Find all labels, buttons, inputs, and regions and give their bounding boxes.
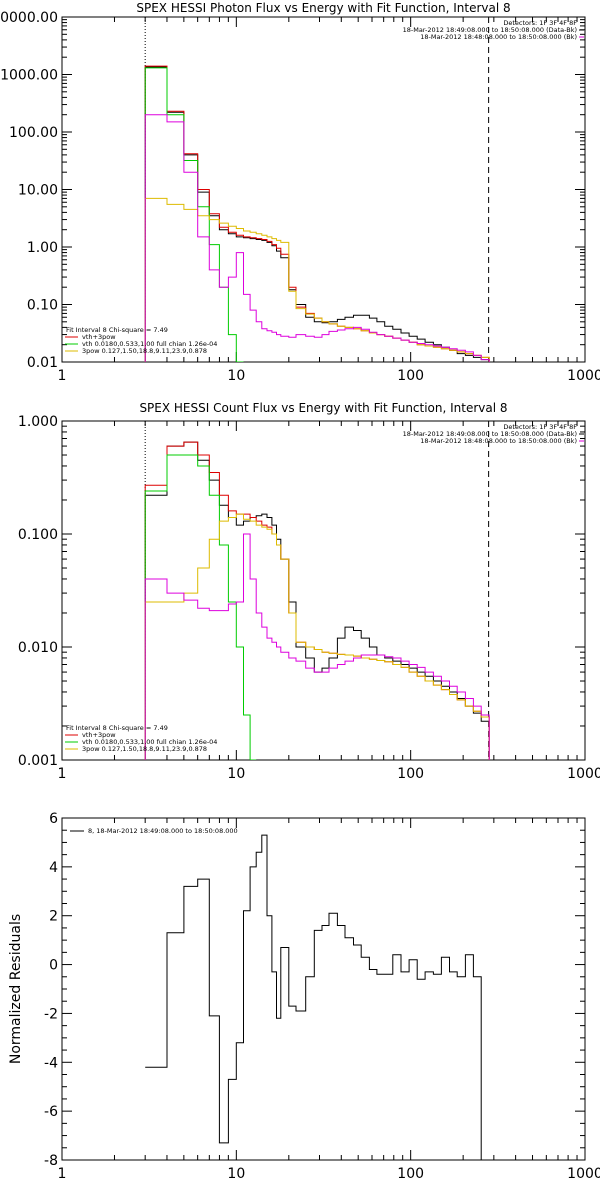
y-tick-label: 6 xyxy=(49,811,58,827)
y-tick-label: -6 xyxy=(44,1104,58,1120)
fit-summary: Fit Interval 8 Chi-square = 7.49 xyxy=(66,326,168,334)
fit-legend-label: vth 0.0180,0.533,1.00 full chian 1.26e-0… xyxy=(82,738,217,746)
photon-flux-panel: SPEX HESSI Photon Flux vs Energy with Fi… xyxy=(0,1,600,384)
x-tick-label: 10 xyxy=(227,368,245,384)
residual-legend-label: 8, 18-Mar-2012 18:49:08.000 to 18:50:08.… xyxy=(88,827,238,835)
series-bk-line xyxy=(144,114,490,362)
fit-legend-label: 3pow 0.127,1.50,18.8,9.11,23.9,0.878 xyxy=(82,347,207,355)
fit-summary: Fit Interval 8 Chi-square = 7.49 xyxy=(66,724,168,732)
x-tick-label: 100 xyxy=(397,766,424,782)
x-tick-label: 10 xyxy=(227,1166,245,1182)
series-vth-line xyxy=(144,454,257,760)
fit-legend-label: vth+3pow xyxy=(82,731,116,739)
y-tick-label: 1.000 xyxy=(18,414,58,430)
y-tick-label: 0.01 xyxy=(27,355,58,371)
chart-title: SPEX HESSI Count Flux vs Energy with Fit… xyxy=(139,401,507,415)
fit-legend-label: vth 0.0180,0.533,1.00 full chian 1.26e-0… xyxy=(82,340,217,348)
y-tick-label: 1.00 xyxy=(27,240,58,256)
series-bk-line xyxy=(144,533,490,760)
fit-legend-label: 3pow 0.127,1.50,18.8,9.11,23.9,0.878 xyxy=(82,745,207,753)
y-tick-label: 0.100 xyxy=(18,527,58,543)
x-tick-label: 1 xyxy=(58,766,67,782)
info-line: Detectors: 1F 3F 4F 8F xyxy=(503,19,577,27)
series-data-bk-line xyxy=(144,441,490,760)
series-3pow-line xyxy=(144,197,490,362)
info-line: 18-Mar-2012 18:49:08.000 to 18:50:08.000… xyxy=(403,26,577,34)
x-tick-label: 1000 xyxy=(567,368,600,384)
y-tick-label: 0.010 xyxy=(18,640,58,656)
series-3pow-line xyxy=(144,513,490,760)
x-tick-label: 100 xyxy=(397,1166,424,1182)
x-tick-label: 1 xyxy=(58,1166,67,1182)
y-tick-label: -4 xyxy=(44,1055,58,1071)
plot-frame xyxy=(61,817,586,1161)
fit-legend-label: vth+3pow xyxy=(82,333,116,341)
y-tick-label: 1000.00 xyxy=(0,68,58,84)
x-tick-label: 1 xyxy=(58,368,67,384)
x-tick-label: 1000 xyxy=(567,766,600,782)
y-tick-label: 0.001 xyxy=(18,753,58,769)
info-line: 18-Mar-2012 18:49:08.000 to 18:50:08.000… xyxy=(403,430,577,438)
y-tick-label: 10.00 xyxy=(18,183,58,199)
y-tick-label: 0 xyxy=(49,958,58,974)
y-tick-label: 2 xyxy=(49,909,58,925)
x-tick-label: 100 xyxy=(397,368,424,384)
series-vth-line xyxy=(144,67,244,362)
info-line: Detectors: 1F 3F 4F 8F xyxy=(503,423,577,431)
x-tick-label: 1000 xyxy=(567,1166,600,1182)
y-tick-label: 100.00 xyxy=(9,125,58,141)
y-tick-label: -8 xyxy=(44,1153,58,1169)
series-data-bk-line xyxy=(144,66,490,362)
plot-frame xyxy=(61,16,586,363)
info-line: 18-Mar-2012 18:48:08.000 to 18:50:08.000… xyxy=(420,33,577,41)
x-tick-label: 10 xyxy=(227,766,245,782)
count-flux-panel: SPEX HESSI Count Flux vs Energy with Fit… xyxy=(18,401,600,782)
y-tick-label: 4 xyxy=(49,860,58,876)
chart-title: SPEX HESSI Photon Flux vs Energy with Fi… xyxy=(136,1,510,15)
plot-frame xyxy=(61,420,586,761)
info-line: 18-Mar-2012 18:48:08.000 to 18:50:08.000… xyxy=(420,437,577,445)
y-tick-label: -2 xyxy=(44,1006,58,1022)
y-tick-label: 0.10 xyxy=(27,298,58,314)
series-8-line xyxy=(145,834,490,1160)
residuals-panel: 1 10 100 1000 -8 -6 -4 -2 0 2 4 6 Normalized Residua… xyxy=(8,811,600,1182)
series-vth-3pow-line xyxy=(144,441,490,760)
y-axis-label: Normalized Residuals xyxy=(8,914,24,1064)
